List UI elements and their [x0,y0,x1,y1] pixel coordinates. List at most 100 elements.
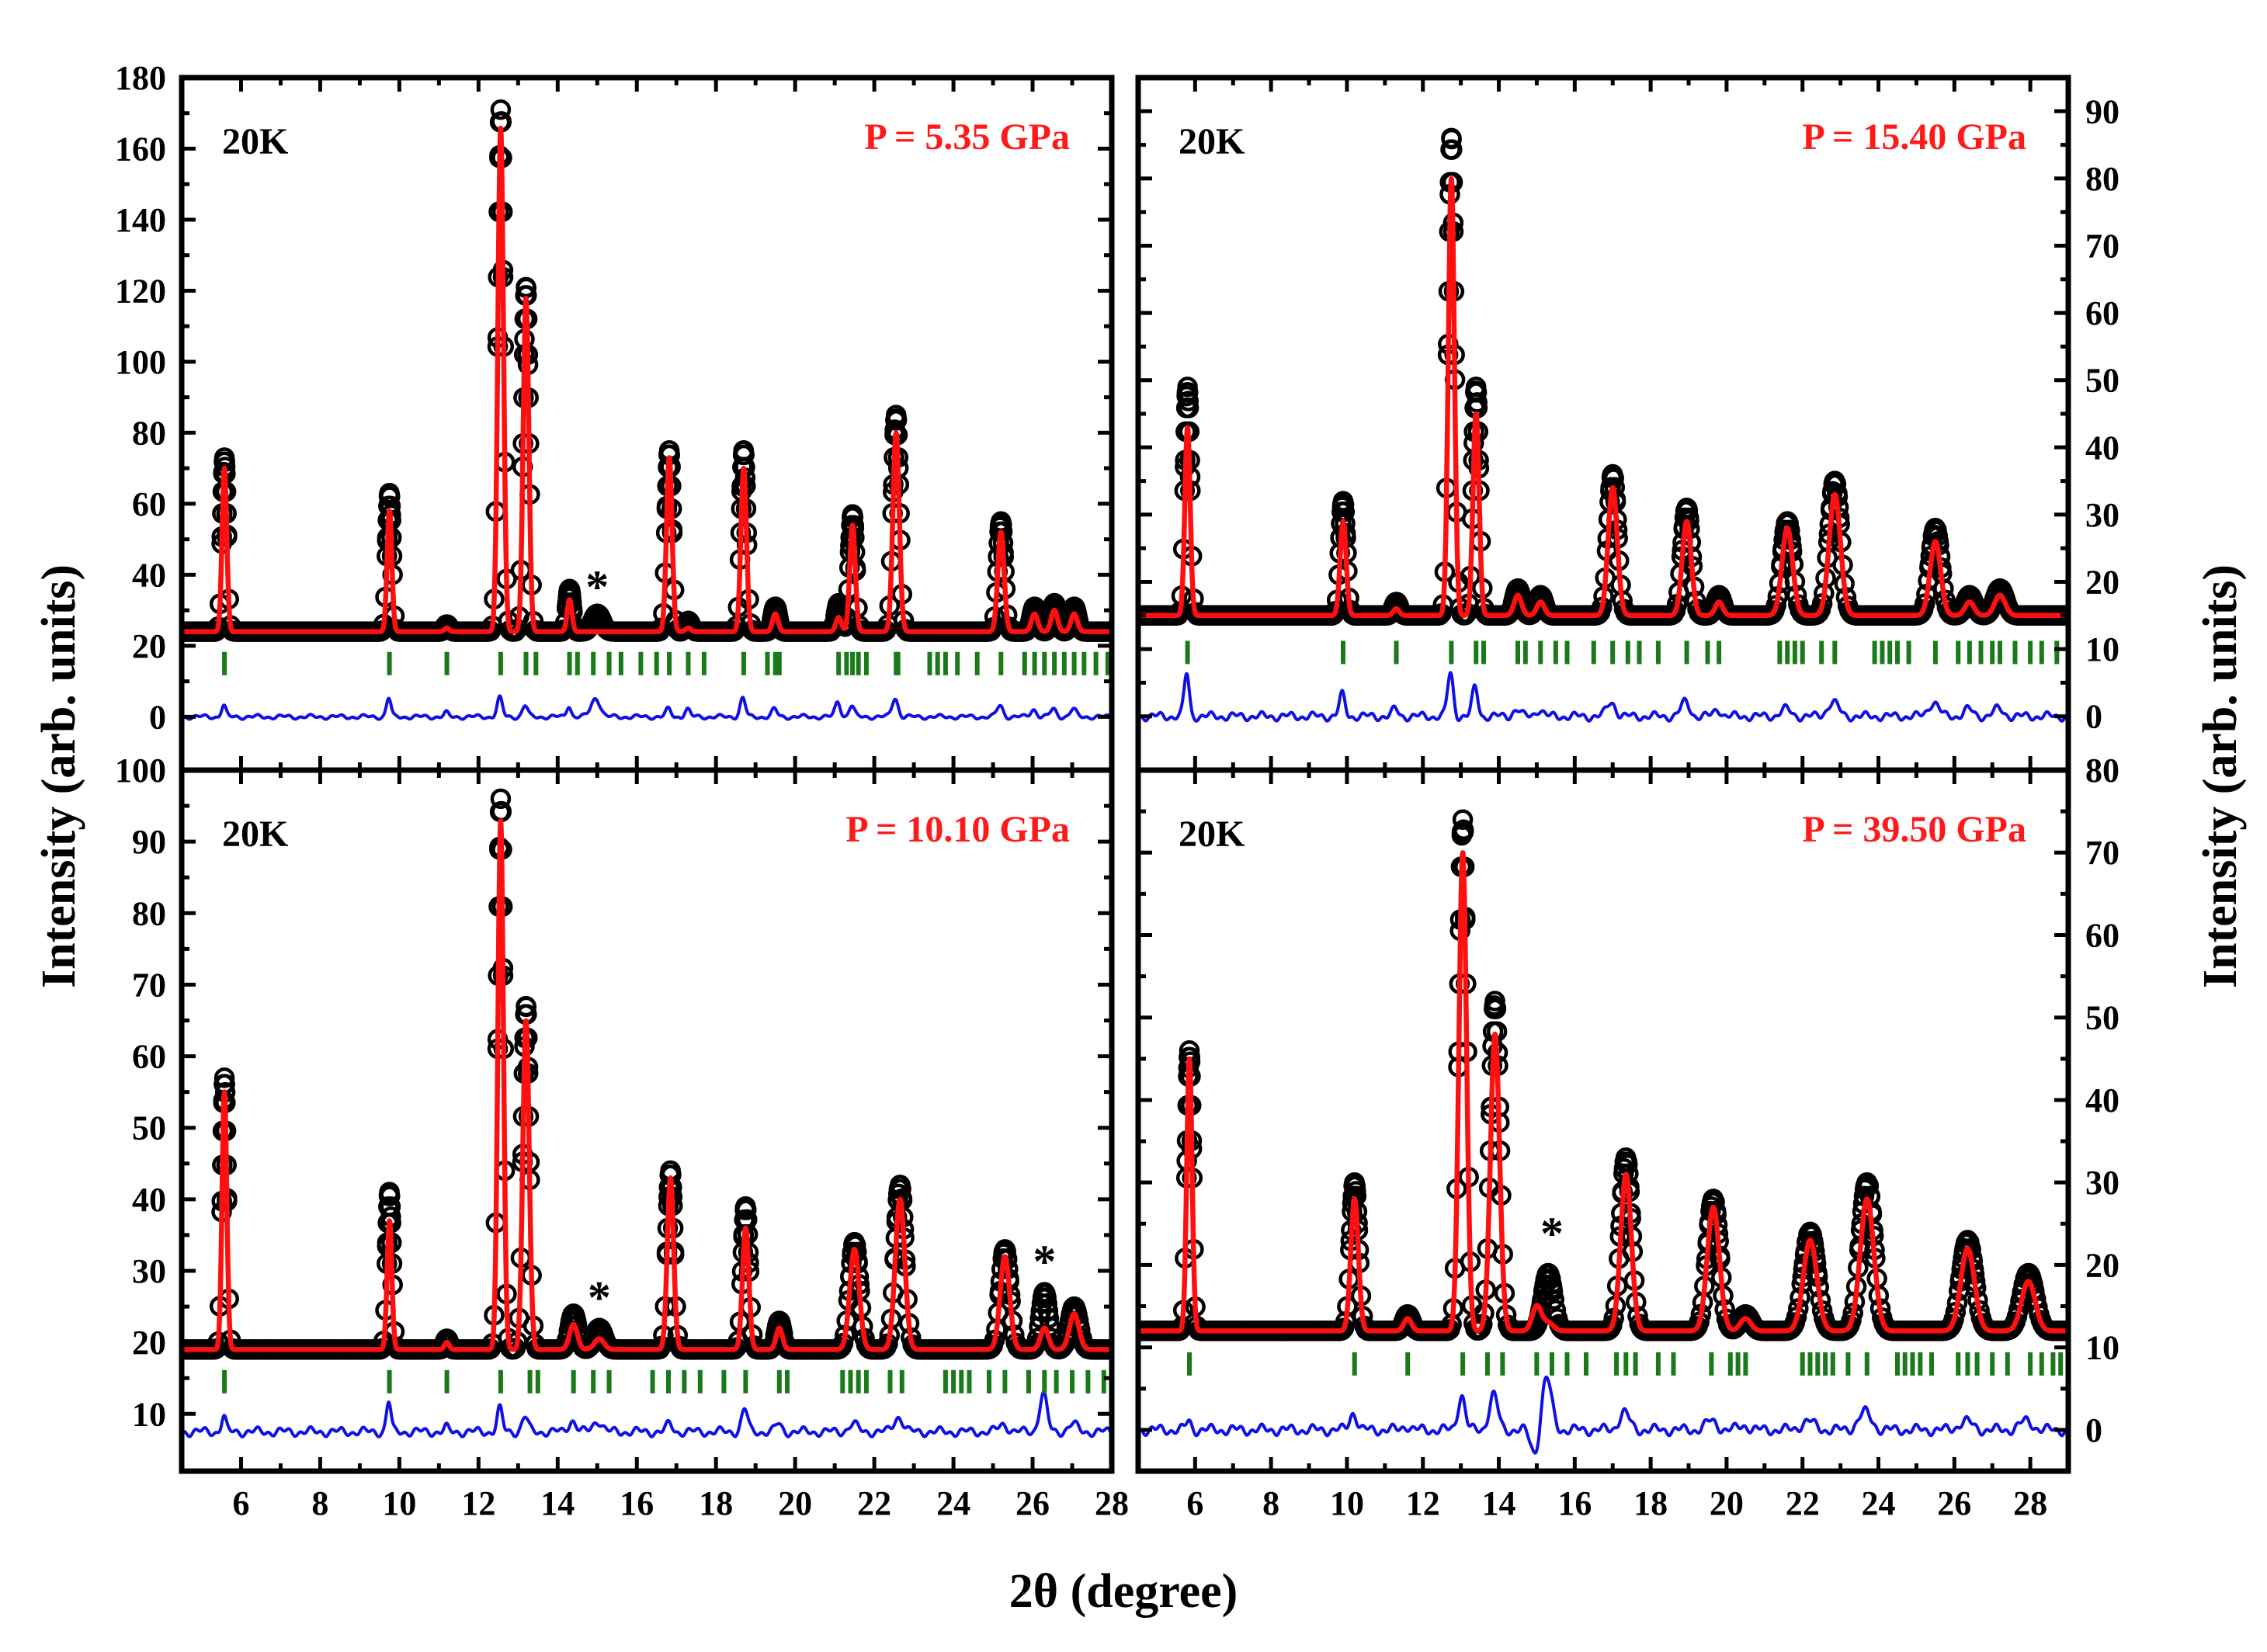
x-tick-label: 22 [857,1484,891,1522]
y-tick-label: 20 [2085,1246,2119,1284]
y-tick-label: 30 [2085,496,2119,534]
y-tick-label: 120 [115,272,166,310]
panel-frame [1135,75,2071,773]
y-tick-label: 100 [115,343,166,381]
bragg-positions [1185,640,2060,665]
y-tick-label: 50 [2085,999,2119,1037]
x-tick-label: 18 [699,1484,733,1522]
x-tick-label: 28 [2013,1484,2047,1522]
plot-area [182,99,1112,721]
x-tick-label: 24 [1862,1484,1896,1522]
y-tick-label: 0 [2085,1411,2102,1449]
y-tick-label: 90 [2085,92,2119,130]
x-axis-label: 2θ (degree) [1009,1565,1238,1618]
y-axis-label-left: Intensity (arb. units) [33,564,85,988]
x-tick-label: 6 [232,1484,249,1522]
y-tick-label: 40 [132,556,166,594]
y-tick-label: 40 [2085,1081,2119,1119]
y-tick-label: 40 [132,1181,166,1219]
plot-area [1138,127,2068,723]
y-tick-label: 50 [132,1109,166,1147]
bragg-positions [222,1369,1106,1393]
observed-point [1037,1300,1059,1321]
y-tick-label: 60 [132,485,166,523]
y-tick-label: 80 [132,414,166,452]
observed-point [1389,598,1411,619]
pressure-label: P = 15.40 GPa [1802,116,2026,158]
observed-point [1038,1307,1060,1329]
observed-point [1452,809,1474,830]
x-tick-label: 24 [936,1484,970,1522]
y-tick-label: 10 [132,1395,166,1433]
x-tick-label: 8 [311,1484,328,1522]
y-tick-label: 10 [2085,630,2119,668]
observed-point [1541,1274,1562,1295]
observed-series [182,99,1112,642]
y-tick-label: 40 [2085,429,2119,467]
x-tick-label: 26 [1937,1484,1971,1522]
impurity-marker: * [585,561,609,613]
plot-area [1138,809,2068,1455]
y-tick-label: 160 [115,130,166,168]
x-tick-label: 14 [540,1484,575,1522]
x-tick-label: 12 [461,1484,495,1522]
difference-series [182,694,1112,721]
impurity-marker: * [1540,1208,1564,1259]
observed-point [1453,821,1474,842]
temperature-label: 20K [1179,814,1245,855]
observed-point [736,1199,757,1220]
calculated-series [1138,850,2068,1334]
y-tick-label: 180 [115,59,166,97]
x-tick-label: 18 [1633,1484,1668,1522]
observed-point [380,1185,401,1206]
y-tick-label: 140 [115,201,166,239]
observed-point [490,99,512,120]
y-tick-label: 80 [2085,751,2119,790]
observed-point [734,444,755,466]
observed-point [439,1333,460,1355]
temperature-label: 20K [222,814,288,855]
y-tick-label: 0 [149,698,166,736]
x-tick-label: 28 [1095,1484,1129,1522]
y-tick-label: 70 [2085,834,2119,872]
observed-point [1484,991,1505,1012]
x-tick-label: 12 [1406,1484,1440,1522]
y-tick-label: 0 [2085,698,2102,736]
observed-point [886,409,908,431]
x-tick-label: 22 [1786,1484,1820,1522]
y-tick-label: 20 [132,1324,166,1362]
pressure-label: P = 10.10 GPa [845,809,1070,850]
y-tick-label: 100 [115,751,166,790]
observed-point [214,1067,235,1088]
x-tick-label: 20 [778,1484,812,1522]
observed-point [1543,1289,1564,1310]
observed-point [380,486,401,507]
bragg-positions [222,651,1110,675]
y-tick-label: 60 [132,1038,166,1076]
panel-frame [179,75,1115,773]
x-tick-label: 6 [1186,1484,1203,1522]
observed-point [1442,139,1463,160]
y-tick-label: 30 [132,1252,166,1290]
x-tick-label: 8 [1262,1484,1279,1522]
y-tick-label: 70 [132,966,166,1004]
pressure-label: P = 5.35 GPa [864,116,1070,158]
plot-area [182,788,1112,1439]
observed-point [1542,1281,1564,1303]
calculated-series [182,125,1112,634]
panel-frame [179,767,1115,1474]
pressure-label: P = 39.50 GPa [1802,809,2026,850]
y-tick-label: 90 [132,823,166,861]
panel-frame [1135,767,2071,1474]
y-tick-label: 70 [2085,227,2119,266]
x-tick-label: 16 [620,1484,654,1522]
impurity-marker: * [588,1272,611,1323]
observed-series [1138,809,2068,1341]
y-tick-label: 30 [2085,1164,2119,1202]
panel-bottom-right: 6 8 10 12 14 16 18 20 22 24 26 28 0 10 20 30 40 50 60 70 80 2… [1135,751,2119,1522]
observed-point [1333,493,1355,515]
x-tick-label: 20 [1710,1484,1744,1522]
y-tick-label: 20 [132,627,166,665]
observed-point [490,788,512,810]
